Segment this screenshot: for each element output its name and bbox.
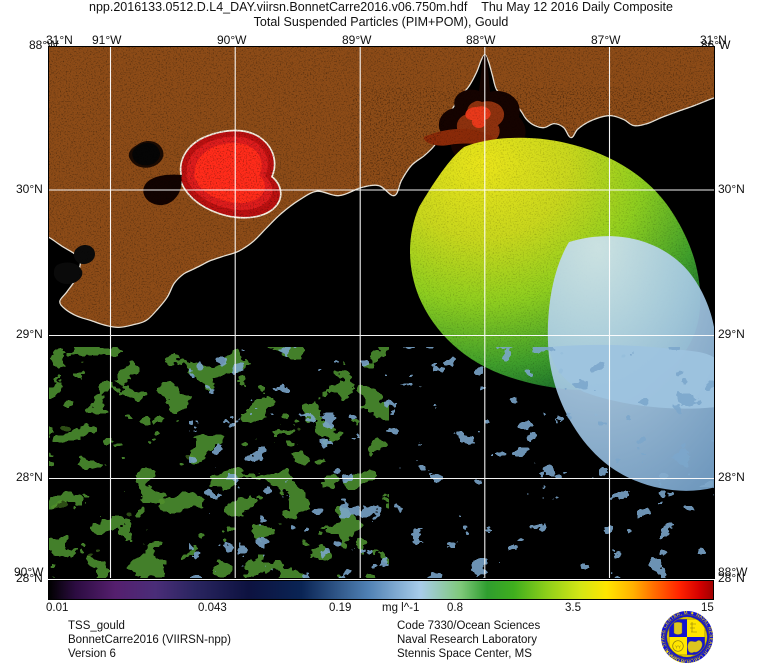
- svg-text:YY: YY: [675, 644, 681, 649]
